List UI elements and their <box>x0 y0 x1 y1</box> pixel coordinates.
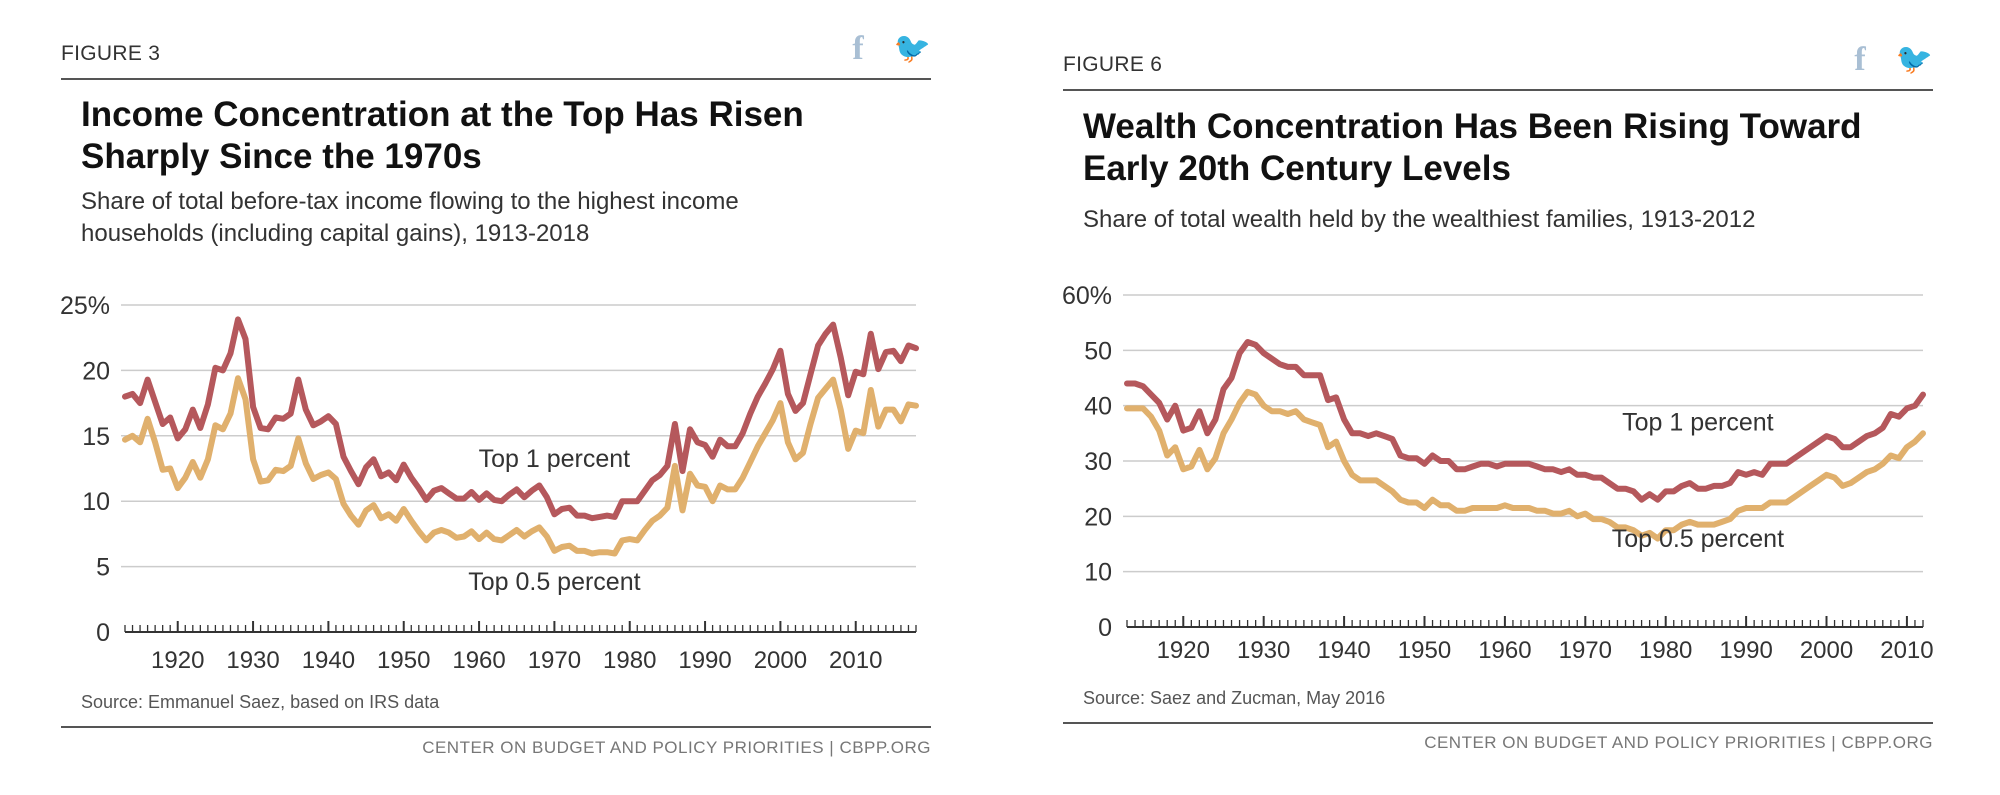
x-tick-label: 1970 <box>528 647 581 674</box>
source-note: Source: Emmanuel Saez, based on IRS data <box>81 692 440 712</box>
figure-3-panel: FIGURE 3 f 🐦 Income Concentration at the… <box>61 0 931 795</box>
x-tick-label: 1930 <box>1237 637 1290 664</box>
series-label: Top 1 percent <box>1622 409 1774 437</box>
share-buttons: f 🐦 <box>852 32 931 66</box>
twitter-icon[interactable]: 🐦 <box>1895 43 1933 76</box>
y-tick-label: 60% <box>1063 282 1112 310</box>
x-tick-label: 2000 <box>1800 637 1853 664</box>
x-tick-label: 2010 <box>1880 637 1933 664</box>
header-divider <box>61 78 931 80</box>
y-tick-label: 0 <box>1098 614 1112 642</box>
x-tick-label: 1950 <box>1398 637 1451 664</box>
wealth-line-chart: 0 10 20 30 40 50 60% 1920 1930 1940 1950 1960 1970 19… <box>1063 282 1933 664</box>
x-tick-label: 1980 <box>1639 637 1692 664</box>
footer-credit: CENTER ON BUDGET AND POLICY PRIORITIES |… <box>422 738 931 757</box>
y-tick-label: 10 <box>82 488 110 516</box>
x-tick-label: 1990 <box>678 647 731 674</box>
figure-label: FIGURE 6 <box>1063 53 1163 76</box>
chart-subtitle: Share of total wealth held by the wealth… <box>1083 206 1756 233</box>
facebook-icon[interactable]: f <box>852 30 864 67</box>
x-tick-label: 1920 <box>1157 637 1210 664</box>
y-tick-label: 5 <box>96 554 110 582</box>
series-label: Top 0.5 percent <box>468 568 640 596</box>
series-line-top-1-percent <box>1124 339 1926 503</box>
footer-divider <box>1063 722 1933 724</box>
y-tick-label: 10 <box>1084 559 1112 587</box>
series-label: Top 1 percent <box>479 445 631 473</box>
source-note: Source: Saez and Zucman, May 2016 <box>1083 688 1386 708</box>
y-tick-label: 15 <box>82 423 110 451</box>
y-tick-label: 25% <box>61 292 110 320</box>
y-tick-label: 30 <box>1084 448 1112 476</box>
x-tick-label: 1960 <box>452 647 505 674</box>
income-line-chart: 0 5 10 15 20 25% 1920 1930 1940 1950 1960 1970 1980 1… <box>61 292 919 674</box>
figure-6-panel: FIGURE 6 f 🐦 Wealth Concentration Has Be… <box>1063 0 1933 795</box>
series-line-top-1-percent <box>122 316 919 522</box>
y-tick-label: 20 <box>1084 503 1112 531</box>
figure-label: FIGURE 3 <box>61 42 161 65</box>
header-divider <box>1063 89 1933 91</box>
y-tick-label: 20 <box>82 357 110 385</box>
facebook-icon[interactable]: f <box>1854 41 1866 78</box>
footer-credit: CENTER ON BUDGET AND POLICY PRIORITIES |… <box>1424 733 1933 752</box>
x-tick-label: 1930 <box>226 647 279 674</box>
series-line-top-half-percent <box>1124 388 1926 542</box>
twitter-icon[interactable]: 🐦 <box>893 32 931 65</box>
x-tick-label: 1990 <box>1719 637 1772 664</box>
x-tick-label: 2010 <box>829 647 882 674</box>
y-tick-label: 40 <box>1084 393 1112 421</box>
x-tick-label: 1920 <box>151 647 204 674</box>
y-tick-label: 0 <box>96 619 110 647</box>
x-tick-label: 2000 <box>754 647 807 674</box>
x-tick-label: 1980 <box>603 647 656 674</box>
share-buttons: f 🐦 <box>1854 43 1933 77</box>
x-tick-label: 1970 <box>1559 637 1612 664</box>
series-line-top-half-percent <box>122 375 919 557</box>
chart-title: Wealth Concentration Has Been Rising Tow… <box>1083 107 1862 188</box>
y-tick-label: 50 <box>1084 337 1112 365</box>
footer-divider <box>61 726 931 728</box>
x-tick-label: 1940 <box>302 647 355 674</box>
chart-subtitle: Share of total before-tax income flowing… <box>81 188 739 247</box>
chart-title: Income Concentration at the Top Has Rise… <box>81 95 804 176</box>
x-tick-label: 1950 <box>377 647 430 674</box>
x-tick-label: 1940 <box>1317 637 1370 664</box>
x-tick-label: 1960 <box>1478 637 1531 664</box>
series-label: Top 0.5 percent <box>1612 525 1784 553</box>
